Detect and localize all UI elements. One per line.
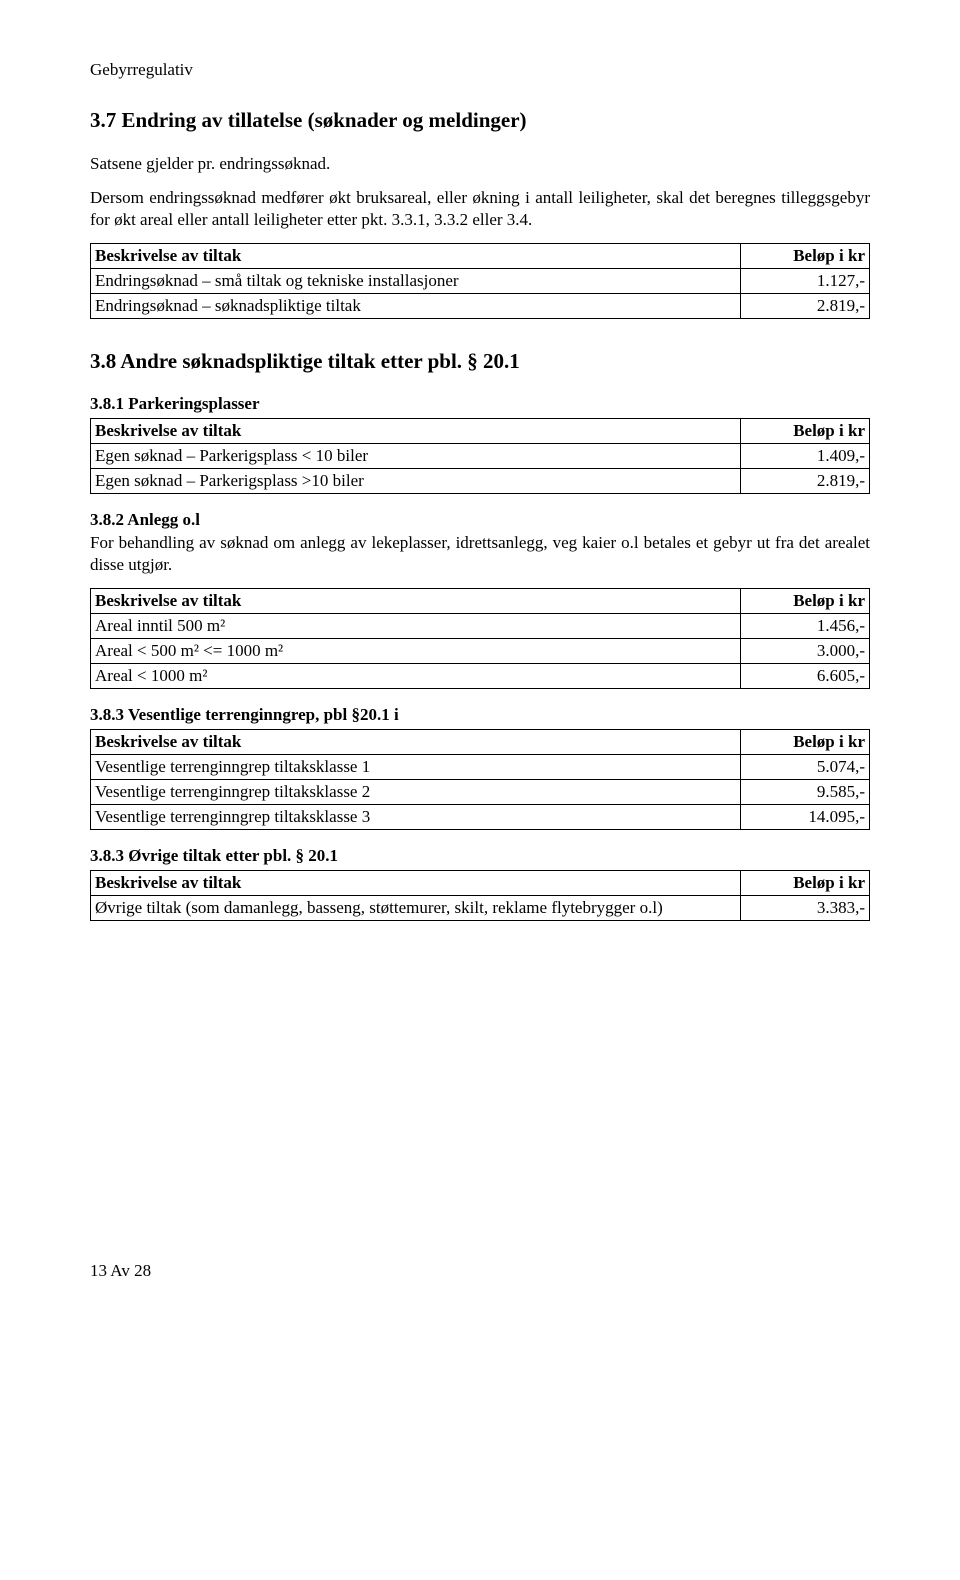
table-row: Beskrivelse av tiltak Beløp i kr xyxy=(91,589,870,614)
section-3-8-2-title: 3.8.2 Anlegg o.l xyxy=(90,510,870,530)
table-row: Areal < 500 m² <= 1000 m² 3.000,- xyxy=(91,639,870,664)
table-row: Areal < 1000 m² 6.605,- xyxy=(91,664,870,689)
table-cell-desc: Vesentlige terrenginngrep tiltaksklasse … xyxy=(91,805,741,830)
table-cell-desc: Endringsøknad – små tiltak og tekniske i… xyxy=(91,269,741,294)
table-cell-amt: 9.585,- xyxy=(741,780,870,805)
table-cell-amt: 6.605,- xyxy=(741,664,870,689)
table-header-desc: Beskrivelse av tiltak xyxy=(91,589,741,614)
table-row: Beskrivelse av tiltak Beløp i kr xyxy=(91,244,870,269)
table-row: Vesentlige terrenginngrep tiltaksklasse … xyxy=(91,755,870,780)
table-cell-amt: 1.456,- xyxy=(741,614,870,639)
table-cell-desc: Vesentlige terrenginngrep tiltaksklasse … xyxy=(91,780,741,805)
table-row: Beskrivelse av tiltak Beløp i kr xyxy=(91,871,870,896)
table-header-desc: Beskrivelse av tiltak xyxy=(91,730,741,755)
table-header-amt: Beløp i kr xyxy=(741,730,870,755)
table-cell-desc: Vesentlige terrenginngrep tiltaksklasse … xyxy=(91,755,741,780)
table-cell-amt: 3.000,- xyxy=(741,639,870,664)
table-row: Beskrivelse av tiltak Beløp i kr xyxy=(91,419,870,444)
table-3-8-2: Beskrivelse av tiltak Beløp i kr Areal i… xyxy=(90,588,870,689)
table-cell-amt: 1.127,- xyxy=(741,269,870,294)
table-header-amt: Beløp i kr xyxy=(741,871,870,896)
table-cell-desc: Egen søknad – Parkerigsplass >10 biler xyxy=(91,469,741,494)
doc-header: Gebyrregulativ xyxy=(90,60,870,80)
section-3-8-2-intro: For behandling av søknad om anlegg av le… xyxy=(90,532,870,576)
table-row: Areal inntil 500 m² 1.456,- xyxy=(91,614,870,639)
table-cell-desc: Areal inntil 500 m² xyxy=(91,614,741,639)
table-cell-amt: 3.383,- xyxy=(741,896,870,921)
table-cell-amt: 5.074,- xyxy=(741,755,870,780)
table-header-desc: Beskrivelse av tiltak xyxy=(91,419,741,444)
table-row: Egen søknad – Parkerigsplass >10 biler 2… xyxy=(91,469,870,494)
table-header-amt: Beløp i kr xyxy=(741,589,870,614)
table-cell-amt: 1.409,- xyxy=(741,444,870,469)
table-row: Beskrivelse av tiltak Beløp i kr xyxy=(91,730,870,755)
table-cell-desc: Øvrige tiltak (som damanlegg, basseng, s… xyxy=(91,896,741,921)
section-3-7-intro2: Dersom endringssøknad medfører økt bruks… xyxy=(90,187,870,231)
table-row: Vesentlige terrenginngrep tiltaksklasse … xyxy=(91,805,870,830)
table-3-8-1: Beskrivelse av tiltak Beløp i kr Egen sø… xyxy=(90,418,870,494)
table-header-desc: Beskrivelse av tiltak xyxy=(91,871,741,896)
section-3-8-3a-title: 3.8.3 Vesentlige terrenginngrep, pbl §20… xyxy=(90,705,870,725)
table-3-8-3b: Beskrivelse av tiltak Beløp i kr Øvrige … xyxy=(90,870,870,921)
table-cell-desc: Areal < 1000 m² xyxy=(91,664,741,689)
table-cell-amt: 14.095,- xyxy=(741,805,870,830)
table-row: Egen søknad – Parkerigsplass < 10 biler … xyxy=(91,444,870,469)
section-3-8-title: 3.8 Andre søknadspliktige tiltak etter p… xyxy=(90,349,870,374)
table-cell-amt: 2.819,- xyxy=(741,469,870,494)
table-cell-amt: 2.819,- xyxy=(741,294,870,319)
section-3-7-intro1: Satsene gjelder pr. endringssøknad. xyxy=(90,153,870,175)
table-3-7: Beskrivelse av tiltak Beløp i kr Endring… xyxy=(90,243,870,319)
table-header-amt: Beløp i kr xyxy=(741,244,870,269)
table-cell-desc: Egen søknad – Parkerigsplass < 10 biler xyxy=(91,444,741,469)
table-cell-desc: Endringsøknad – søknadspliktige tiltak xyxy=(91,294,741,319)
table-row: Øvrige tiltak (som damanlegg, basseng, s… xyxy=(91,896,870,921)
page-footer: 13 Av 28 xyxy=(90,1261,870,1281)
table-cell-desc: Areal < 500 m² <= 1000 m² xyxy=(91,639,741,664)
table-header-amt: Beløp i kr xyxy=(741,419,870,444)
section-3-8-1-title: 3.8.1 Parkeringsplasser xyxy=(90,394,870,414)
section-3-7-title: 3.7 Endring av tillatelse (søknader og m… xyxy=(90,108,870,133)
table-3-8-3a: Beskrivelse av tiltak Beløp i kr Vesentl… xyxy=(90,729,870,830)
table-header-desc: Beskrivelse av tiltak xyxy=(91,244,741,269)
section-3-8-3b-title: 3.8.3 Øvrige tiltak etter pbl. § 20.1 xyxy=(90,846,870,866)
table-row: Endringsøknad – små tiltak og tekniske i… xyxy=(91,269,870,294)
table-row: Endringsøknad – søknadspliktige tiltak 2… xyxy=(91,294,870,319)
table-row: Vesentlige terrenginngrep tiltaksklasse … xyxy=(91,780,870,805)
